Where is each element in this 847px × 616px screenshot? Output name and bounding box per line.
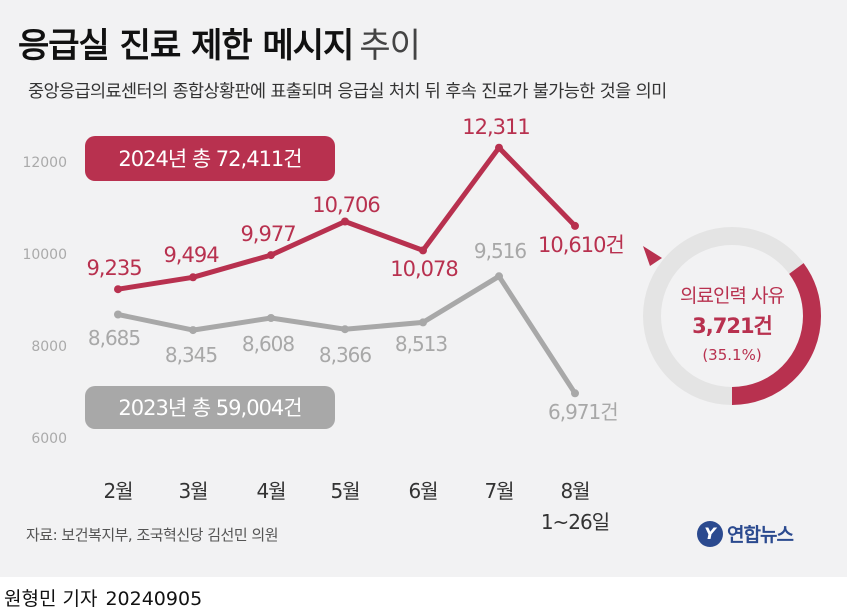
series-2024-total-badge: [85, 136, 335, 181]
series-2024-point: [495, 143, 503, 152]
series-2024-data-label: 9,494: [163, 243, 219, 267]
series-2024-total-label: 2024년 총 72,411건: [118, 147, 301, 171]
series-2023-point: [267, 314, 275, 322]
line-chart: 6000 8000 10000 12000 2월 3월 4월 5월 6월 7월 8월 1~26일 9,2…: [22, 115, 821, 534]
series-2024-data-label: 10,610건: [538, 233, 624, 257]
chart-panel: [0, 0, 847, 577]
x-tick-label: 6월: [408, 479, 437, 503]
donut-label: 의료인력 사유: [680, 285, 784, 307]
series-2023-data-label: 8,366: [319, 343, 372, 367]
series-2023-data-label: 8,685: [88, 326, 140, 350]
page-title: 응급실 진료 제한 메시지 추이: [18, 18, 421, 67]
title-suffix: 추이: [359, 26, 421, 66]
series-2024-data-label: 10,706: [312, 193, 380, 217]
series-2023-data-label: 9,516: [474, 239, 527, 263]
series-2023-data-label: 8,608: [242, 332, 295, 356]
publish-date: 20240905: [105, 588, 203, 610]
series-2024-point: [189, 273, 197, 282]
series-2023-point: [341, 325, 349, 334]
donut-medical-staff-arc: [643, 227, 821, 405]
series-2024-point: [571, 221, 579, 230]
byline: 원형민 기자 20240905: [4, 584, 202, 611]
x-tick-label: 3월: [178, 479, 207, 503]
y-tick-label: 8000: [31, 339, 67, 355]
donut-pointer: [643, 246, 662, 266]
series-2023-point: [495, 272, 503, 281]
x-tick-label: 5월: [330, 479, 359, 503]
reporter-name: 원형민 기자: [4, 588, 98, 610]
series-2023-total-badge: [85, 386, 335, 429]
series-2024-data-label: 12,311: [462, 115, 529, 139]
x-tick-label: 7월: [484, 479, 513, 503]
series-2023-point: [419, 318, 427, 327]
yonhap-logo-icon: Y: [697, 520, 723, 547]
series-2024-point: [114, 285, 122, 294]
x-tick-label: 4월: [256, 479, 285, 503]
series-2023-total-label: 2023년 총 59,004건: [118, 396, 301, 420]
series-2024-point: [419, 246, 427, 255]
title-main: 응급실 진료 제한 메시지: [18, 26, 354, 66]
series-2024-data-label: 9,977: [240, 222, 295, 246]
series-2023-data-label: 6,971건: [548, 400, 618, 424]
subtitle: 중앙응급의료센터의 종합상황판에 표출되며 응급실 처치 뒤 후속 진료가 불가…: [28, 82, 667, 102]
donut-count: 3,721건: [692, 314, 772, 338]
series-2023-data-label: 8,513: [395, 332, 448, 356]
x-tick-sublabel: 1~26일: [541, 510, 609, 534]
series-2023-line: [115, 273, 578, 396]
x-tick-label: 2월: [103, 479, 132, 503]
series-2023-point: [571, 389, 579, 398]
x-tick-label: 8월: [560, 479, 589, 503]
y-tick-label: 12000: [22, 155, 67, 171]
y-tick-label: 6000: [31, 431, 67, 447]
series-2023-data-label: 8,345: [165, 343, 217, 367]
series-2023-point: [114, 310, 122, 319]
series-2024-data-label: 9,235: [86, 256, 141, 280]
series-2024-point: [267, 251, 275, 260]
donut-percent: (35.1%): [702, 346, 761, 364]
series-2024-point: [341, 217, 349, 226]
y-tick-label: 10000: [22, 247, 67, 263]
yonhap-logo: Y 연합뉴스: [697, 520, 794, 547]
source-note: 자료: 보건복지부, 조국혁신당 김선민 의원: [26, 526, 279, 544]
series-2023-point: [189, 326, 197, 335]
series-2024-data-label: 10,078: [390, 257, 457, 281]
yonhap-logo-name: 연합뉴스: [727, 524, 794, 546]
